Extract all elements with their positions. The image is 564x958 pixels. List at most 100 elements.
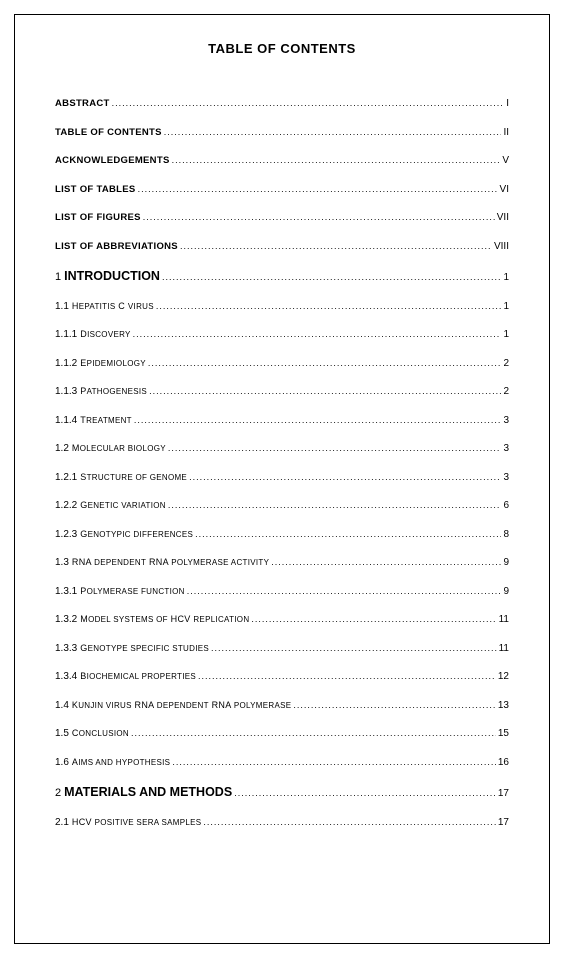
toc-page-number: 9 (503, 557, 509, 568)
toc-page-number: 1 (503, 301, 509, 312)
toc-page-number: 6 (503, 500, 509, 511)
toc-dots (180, 241, 492, 251)
toc-entry-label: 1.2.3GENOTYPIC DIFFERENCES (55, 529, 193, 540)
toc-entry: 2MATERIALS AND METHODS 17 (55, 785, 509, 799)
toc-entry-label: ACKNOWLEDGEMENTS (55, 155, 170, 166)
toc-entry-label: 1.2.1STRUCTURE OF GENOME (55, 472, 187, 483)
toc-entry-label: 1.1.4TREATMENT (55, 415, 132, 426)
toc-dots (251, 614, 496, 624)
toc-entry: 2.1HCV POSITIVE SERA SAMPLES 17 (55, 817, 509, 828)
toc-entry-label: ABSTRACT (55, 98, 110, 109)
toc-dots (112, 98, 505, 108)
toc-entry: TABLE OF CONTENTS II (55, 127, 509, 138)
toc-entry-label: 1.4KUNJIN VIRUS RNA DEPENDENT RNA POLYME… (55, 700, 291, 711)
toc-page-number: VIII (494, 241, 509, 252)
toc-entry-label: 1.1.1DISCOVERY (55, 329, 131, 340)
toc-entry-label: LIST OF FIGURES (55, 212, 141, 223)
toc-page-number: 1 (503, 329, 509, 340)
toc-dots (172, 155, 501, 165)
toc-entry-label: LIST OF TABLES (55, 184, 136, 195)
toc-entry-label: 1.6AIMS AND HYPOTHESIS (55, 757, 170, 768)
toc-entry: 1.3.4BIOCHEMICAL PROPERTIES 12 (55, 671, 509, 682)
toc-dots (211, 643, 497, 653)
toc-page-number: 3 (503, 472, 509, 483)
toc-entry-label: 2.1HCV POSITIVE SERA SAMPLES (55, 817, 201, 828)
toc-page-number: V (502, 155, 509, 166)
toc-entry: 1.4KUNJIN VIRUS RNA DEPENDENT RNA POLYME… (55, 700, 509, 711)
toc-dots (172, 757, 496, 767)
toc-entry: 1INTRODUCTION 1 (55, 269, 509, 283)
toc-entry: 1.2.3GENOTYPIC DIFFERENCES 8 (55, 529, 509, 540)
toc-page-number: VI (500, 184, 509, 195)
toc-dots (133, 329, 502, 339)
toc-dots (168, 500, 502, 510)
toc-entry-label: 1.1.2EPIDEMIOLOGY (55, 358, 146, 369)
toc-dots (189, 472, 501, 482)
toc-entry: LIST OF ABBREVIATIONS VIII (55, 241, 509, 252)
toc-entry: 1.1.2EPIDEMIOLOGY2 (55, 358, 509, 369)
page-title: TABLE OF CONTENTS (55, 41, 509, 56)
toc-page-number: 3 (503, 443, 509, 454)
toc-entry-label: 1.3.4BIOCHEMICAL PROPERTIES (55, 671, 196, 682)
toc-entry-label: 1.2MOLECULAR BIOLOGY (55, 443, 166, 454)
toc-entry: 1.1.1DISCOVERY 1 (55, 329, 509, 340)
toc-dots (156, 301, 502, 311)
toc-entry-label: TABLE OF CONTENTS (55, 127, 162, 138)
toc-dots (187, 586, 502, 596)
toc-page-number: 2 (503, 386, 509, 397)
toc-dots (203, 817, 495, 827)
toc-page-number: 3 (503, 415, 509, 426)
toc-dots (271, 557, 501, 567)
toc-entry-label: 1.2.2GENETIC VARIATION (55, 500, 166, 511)
toc-dots (195, 529, 501, 539)
toc-entry: 1.1.3PATHOGENESIS 2 (55, 386, 509, 397)
toc-page-number: VII (497, 212, 509, 223)
toc-page-number: I (506, 98, 509, 109)
toc-page-number: 17 (498, 817, 509, 828)
toc-dots (293, 700, 496, 710)
toc-dots (149, 386, 501, 396)
toc-entry-label: 1INTRODUCTION (55, 269, 160, 283)
toc-entry: ACKNOWLEDGEMENTS V (55, 155, 509, 166)
toc-dots (138, 184, 498, 194)
toc-entry: 1.5CONCLUSION15 (55, 728, 509, 739)
toc-page-number: 8 (503, 529, 509, 540)
toc-page-number: II (503, 127, 509, 138)
toc-entry-label: LIST OF ABBREVIATIONS (55, 241, 178, 252)
toc-entry-label: 1.1HEPATITIS C VIRUS (55, 301, 154, 312)
toc-page-number: 17 (498, 788, 509, 799)
toc-entry: ABSTRACT I (55, 98, 509, 109)
toc-dots (143, 212, 495, 222)
toc-page-number: 1 (503, 272, 509, 283)
toc-page-number: 11 (499, 614, 509, 625)
toc-entry: LIST OF FIGURES VII (55, 212, 509, 223)
toc-page-number: 12 (498, 671, 509, 682)
toc-entry: LIST OF TABLES VI (55, 184, 509, 195)
toc-entry-label: 2MATERIALS AND METHODS (55, 785, 232, 799)
toc-entry: 1.6AIMS AND HYPOTHESIS 16 (55, 757, 509, 768)
toc-entry: 1.3RNA DEPENDENT RNA POLYMERASE ACTIVITY… (55, 557, 509, 568)
toc-entry: 1.1HEPATITIS C VIRUS 1 (55, 301, 509, 312)
toc-entry: 1.2MOLECULAR BIOLOGY 3 (55, 443, 509, 454)
toc-entry: 1.3.1POLYMERASE FUNCTION 9 (55, 586, 509, 597)
toc-entry: 1.3.2MODEL SYSTEMS OF HCV REPLICATION11 (55, 614, 509, 625)
toc-entry-label: 1.1.3PATHOGENESIS (55, 386, 147, 397)
document-page: TABLE OF CONTENTS ABSTRACT I TABLE OF CONT… (14, 14, 550, 944)
toc-page-number: 13 (498, 700, 509, 711)
toc-dots (234, 788, 496, 798)
toc-page-number: 16 (498, 757, 509, 768)
toc-list: ABSTRACT I TABLE OF CONTENTS II ACKNOWLEDGEM… (55, 98, 509, 828)
toc-entry: 1.1.4TREATMENT 3 (55, 415, 509, 426)
toc-page-number: 9 (503, 586, 509, 597)
toc-entry: 1.3.3GENOTYPE SPECIFIC STUDIES 11 (55, 643, 509, 654)
toc-entry: 1.2.1STRUCTURE OF GENOME 3 (55, 472, 509, 483)
toc-dots (198, 671, 496, 681)
toc-dots (164, 127, 502, 137)
toc-dots (131, 728, 496, 738)
toc-page-number: 11 (499, 643, 509, 654)
toc-dots (134, 415, 502, 425)
toc-entry-label: 1.3.1POLYMERASE FUNCTION (55, 586, 185, 597)
toc-dots (148, 358, 502, 368)
toc-entry-label: 1.3.3GENOTYPE SPECIFIC STUDIES (55, 643, 209, 654)
toc-entry-label: 1.5CONCLUSION (55, 728, 129, 739)
